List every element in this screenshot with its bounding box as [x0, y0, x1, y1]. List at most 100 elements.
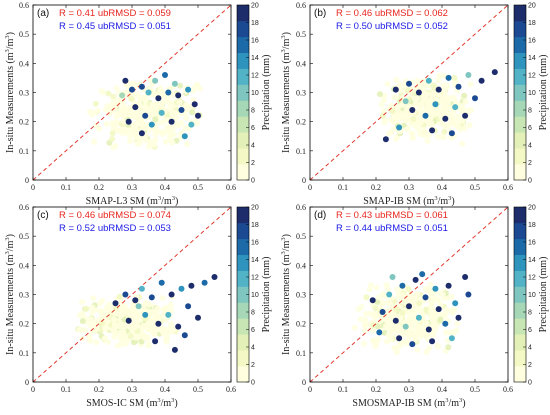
scatter-point-background	[375, 294, 382, 301]
y-axis-label: In-situ Measurements (m3/m3)	[280, 32, 292, 153]
scatter-point	[138, 83, 145, 90]
scatter-point	[396, 335, 403, 342]
scatter-panel-1: 0 0.1 0.2 0.3 0.4 0.5 0.6 0 0.1 0.2 0.3 0.4 0.5 0.6 (a…	[4, 1, 272, 207]
points-layer	[33, 5, 231, 180]
x-tick-label: 0.1	[61, 183, 71, 192]
scatter-point-background	[105, 90, 112, 97]
scatter-point	[138, 285, 145, 292]
y-tick-label: 0.5	[296, 30, 306, 39]
colorbar: 0 2 4 6 8 10 12 14 16 18 20 Precipitation (mm)	[513, 3, 549, 185]
scatter-point-background	[176, 99, 183, 106]
x-tick-label: 0.4	[437, 385, 447, 394]
scatter-point-background	[446, 111, 453, 117]
scatter-point-background	[393, 77, 400, 84]
scatter-point	[171, 80, 178, 87]
scatter-point	[155, 320, 162, 327]
scatter-point-background	[157, 85, 164, 92]
scatter-point-background	[93, 123, 100, 129]
scatter-point-background	[419, 83, 426, 90]
y-tick-label: 0.3	[19, 291, 29, 300]
y-tick-label: 0.6	[296, 203, 306, 212]
scatter-point	[448, 335, 455, 342]
colorbar-swatch	[514, 207, 526, 224]
scatter-point-background	[445, 98, 452, 105]
colorbar-tick-label: 16	[528, 240, 536, 247]
colorbar-tick-label: 2	[528, 160, 532, 167]
x-axis-label: SMAP-IB SM (m3/m3)	[363, 195, 455, 207]
scatter-point-background	[428, 120, 435, 127]
x-axis-label: SMAP-L3 SM (m3/m3)	[86, 195, 179, 207]
x-tick-label: 0.2	[371, 385, 381, 394]
colorbar-swatch	[237, 116, 249, 133]
scatter-point-background	[461, 125, 468, 132]
scatter-point-background	[99, 320, 106, 327]
stats-blue: R = 0.52 ubRMSD = 0.053	[59, 223, 171, 234]
y-tick-label: 0.6	[296, 1, 306, 10]
colorbar-label: Precipitation (mm)	[261, 257, 272, 333]
scatter-point-background	[184, 140, 191, 147]
colorbar-swatch	[514, 36, 526, 54]
colorbar-tick-label: 12	[251, 73, 259, 80]
colorbar-swatch	[237, 207, 249, 224]
scatter-point	[452, 104, 459, 111]
scatter-point-background	[441, 88, 448, 95]
scatter-point	[389, 274, 396, 280]
scatter-point-background	[424, 137, 431, 144]
scatter-point-background	[134, 119, 141, 126]
scatter-point-background	[110, 326, 117, 333]
scatter-point-background	[129, 324, 135, 331]
y-axis-label: In-situ Measurements (m3/m3)	[4, 234, 16, 355]
scatter-point-background	[430, 321, 437, 328]
scatter-point-background	[152, 116, 159, 123]
scatter-point-background	[367, 282, 374, 289]
scatter-point-background	[153, 307, 160, 314]
scatter-point-background	[88, 111, 95, 118]
scatter-point-background	[112, 143, 119, 150]
scatter-point-background	[423, 90, 430, 97]
scatter-point-background	[414, 330, 421, 337]
scatter-point-background	[134, 91, 141, 98]
scatter-point-background	[113, 113, 120, 120]
colorbar-swatch	[237, 254, 249, 271]
scatter-point-background	[373, 340, 380, 347]
scatter-point	[402, 323, 409, 330]
scatter-point	[175, 92, 182, 99]
scatter-point-background	[441, 313, 448, 320]
scatter-point-background	[76, 326, 83, 333]
scatter-point-background	[454, 320, 461, 327]
scatter-point-background	[111, 333, 118, 340]
scatter-point-background	[395, 324, 402, 330]
colorbar-tick-label: 4	[528, 345, 532, 352]
scatter-point	[406, 80, 412, 87]
colorbar-swatch	[237, 366, 249, 383]
panel-label: (b)	[314, 8, 326, 19]
x-tick-label: 0	[31, 385, 35, 394]
y-axis-label: In-situ Measurements (m3/m3)	[280, 234, 292, 355]
y-tick-label: 0.4	[19, 261, 29, 270]
colorbar-swatch	[514, 20, 526, 38]
scatter-point-background	[362, 327, 368, 334]
scatter-point-background	[110, 316, 117, 323]
scatter-point-background	[387, 336, 394, 343]
x-tick-label: 0.5	[470, 183, 480, 192]
scatter-point-background	[382, 323, 389, 330]
y-tick-label: 0.5	[19, 232, 29, 241]
colorbar-swatch	[237, 164, 249, 181]
x-tick-label: 0.4	[160, 183, 170, 192]
y-tick-label: 0.1	[19, 349, 29, 358]
scatter-point-background	[386, 300, 393, 307]
scatter-point-background	[132, 319, 139, 326]
scatter-point	[376, 329, 383, 336]
scatter-point-background	[83, 305, 90, 312]
scatter-point-background	[457, 104, 464, 111]
scatter-point	[392, 317, 399, 324]
scatter-point-background	[420, 126, 427, 133]
scatter-point-background	[357, 316, 364, 323]
scatter-point-background	[168, 328, 175, 335]
scatter-point-background	[93, 339, 100, 346]
scatter-point-background	[441, 128, 448, 135]
colorbar-tick-label: 4	[528, 143, 532, 150]
scatter-point	[369, 297, 376, 304]
scatter-point-background	[374, 298, 381, 305]
